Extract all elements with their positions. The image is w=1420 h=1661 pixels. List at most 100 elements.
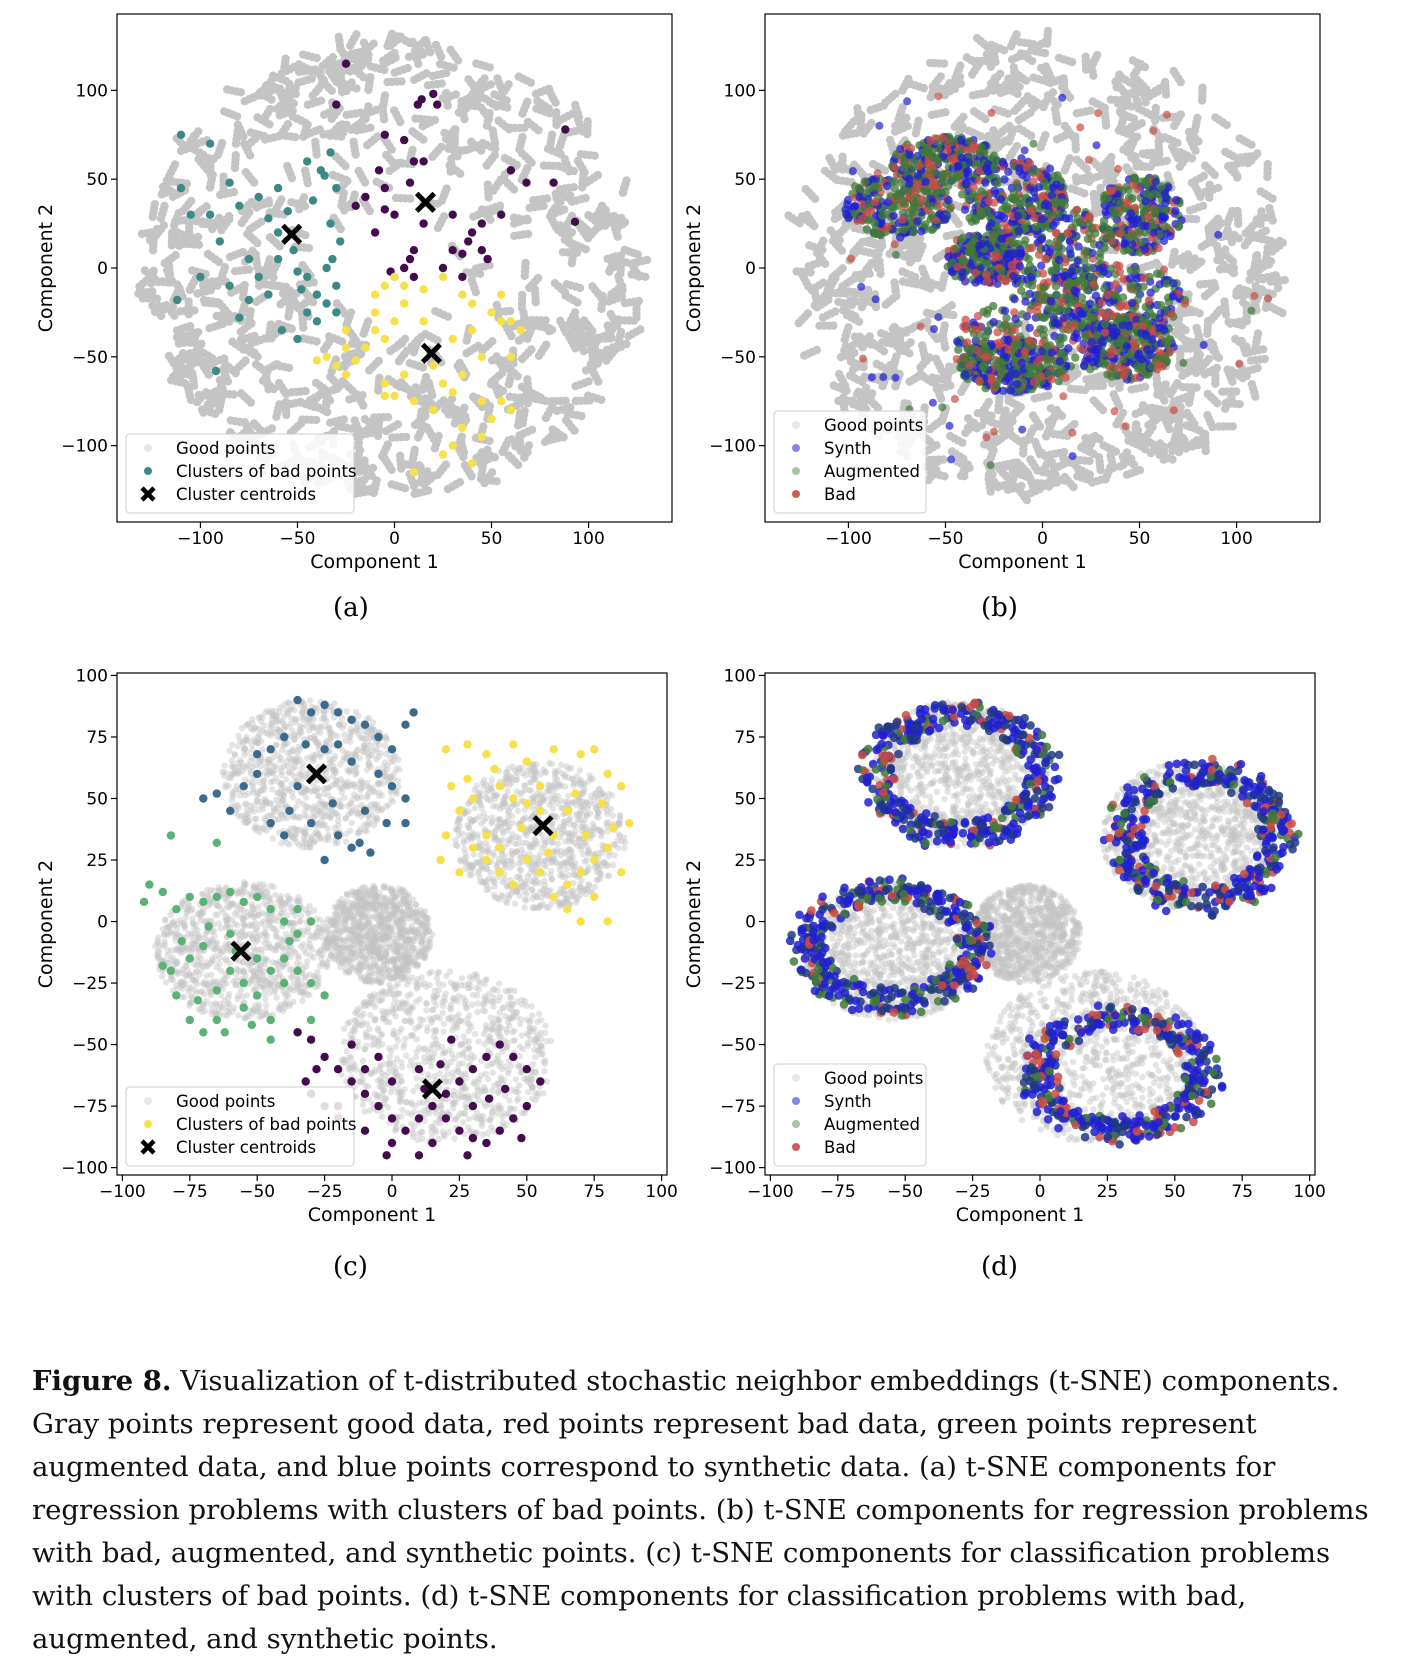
bad-cluster-point [478, 246, 486, 254]
good-point [1164, 171, 1172, 179]
good-point [599, 292, 607, 300]
good-point [245, 265, 253, 273]
good-point [545, 87, 553, 95]
good-point [397, 33, 405, 41]
good-point [1257, 187, 1265, 195]
good-point [467, 138, 475, 146]
bad-cluster-point [326, 148, 334, 156]
good-point [384, 440, 392, 448]
bad-cluster-point [381, 205, 389, 213]
good-point [1041, 131, 1049, 139]
bad-cluster-point [571, 218, 579, 226]
bad-cluster-point [419, 317, 427, 325]
good-point [290, 99, 298, 107]
good-point [802, 185, 810, 193]
good-point [498, 369, 506, 377]
good-point [1202, 447, 1210, 455]
good-point [622, 176, 630, 184]
good-point [1067, 184, 1075, 192]
good-point [795, 319, 803, 327]
good-point [246, 151, 254, 159]
good-point [503, 103, 511, 111]
good-point [1186, 206, 1194, 214]
bad-cluster-point [414, 100, 422, 108]
bad-cluster-point [381, 282, 389, 290]
bad-cluster-point [313, 356, 321, 364]
good-point [401, 484, 409, 492]
good-point [1070, 420, 1078, 428]
good-point [186, 339, 194, 347]
good-point [262, 81, 270, 89]
good-point [1162, 91, 1170, 99]
good-point [590, 213, 598, 221]
bad-cluster-point [328, 255, 336, 263]
good-point [414, 336, 422, 344]
good-point [373, 476, 381, 484]
good-point [867, 119, 875, 127]
good-point [151, 200, 159, 208]
x-tick-label: −100 [177, 529, 224, 549]
legend-marker [144, 444, 152, 452]
good-point [461, 461, 469, 469]
good-point [941, 321, 949, 329]
good-point [1106, 463, 1114, 471]
good-point [352, 30, 360, 38]
good-point [434, 471, 442, 479]
good-point [1096, 184, 1104, 192]
good-point [239, 132, 247, 140]
bad-cluster-point [433, 100, 441, 108]
good-point [375, 357, 383, 365]
bad-cluster-point [390, 273, 398, 281]
good-point [209, 171, 217, 179]
good-point [488, 453, 496, 461]
good-point [199, 281, 207, 289]
legend-label: Cluster centroids [176, 485, 316, 504]
good-point [484, 193, 492, 201]
good-point [607, 334, 615, 342]
good-point [954, 220, 962, 228]
good-point [245, 320, 253, 328]
good-point [853, 246, 861, 254]
good-point [970, 107, 978, 115]
good-point [1063, 459, 1071, 467]
good-point [570, 426, 578, 434]
good-point [834, 397, 842, 405]
good-point [593, 224, 601, 232]
good-point [982, 89, 990, 97]
good-point [305, 244, 313, 252]
good-point [320, 111, 328, 119]
bad-cluster-point [468, 299, 476, 307]
good-point [1078, 442, 1086, 450]
bad-cluster-point [289, 246, 297, 254]
good-point [186, 286, 194, 294]
good-point [928, 111, 936, 119]
good-point [934, 457, 942, 465]
good-point [250, 419, 258, 427]
good-point [1068, 58, 1076, 66]
bad-cluster-point [522, 179, 530, 187]
bad-cluster-point [196, 273, 204, 281]
good-point [273, 360, 281, 368]
bad-cluster-point [173, 296, 181, 304]
good-point [614, 233, 622, 241]
bad-cluster-point [458, 370, 466, 378]
bad-cluster-point [342, 370, 350, 378]
bad-cluster-point [206, 140, 214, 148]
good-point [886, 136, 894, 144]
good-point [1102, 170, 1110, 178]
bad-cluster-point [497, 290, 505, 298]
good-point [337, 225, 345, 233]
good-point [295, 68, 303, 76]
good-point [943, 232, 951, 240]
good-point [432, 41, 440, 49]
y-tick-label: 0 [97, 259, 108, 279]
good-point [551, 279, 559, 287]
bad-cluster-point [458, 273, 466, 281]
good-point [1119, 114, 1127, 122]
good-point [423, 398, 431, 406]
bad-cluster-point [274, 184, 282, 192]
good-point [282, 283, 290, 291]
good-point [1162, 380, 1170, 388]
good-point [134, 289, 142, 297]
good-point [1205, 355, 1213, 363]
